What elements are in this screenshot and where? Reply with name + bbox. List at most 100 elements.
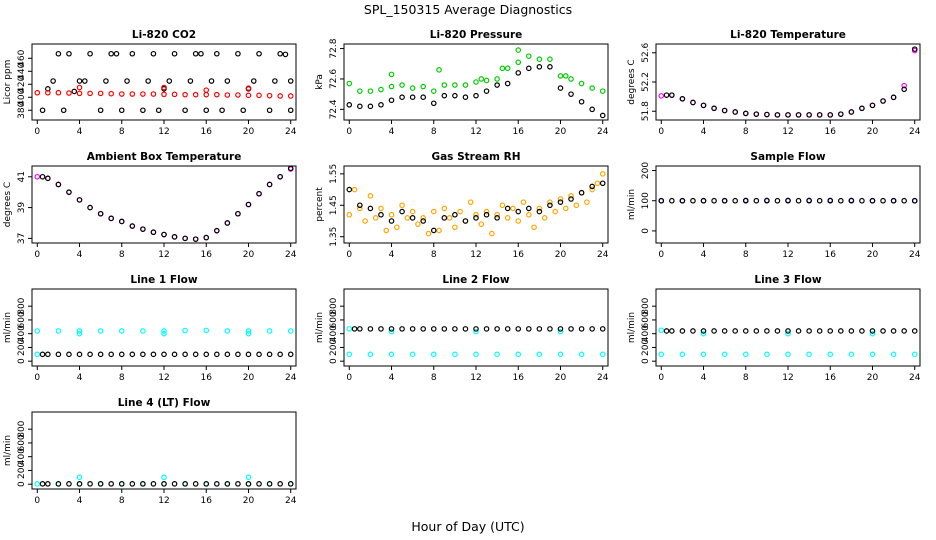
data-point-2: [214, 351, 220, 358]
data-point-1: [113, 50, 120, 57]
data-point-1: [367, 193, 374, 199]
data-point-1: [785, 330, 791, 337]
data-point-1: [214, 50, 220, 57]
data-point-2: [795, 197, 802, 204]
data-point-1: [357, 88, 363, 94]
x-tick-label: 8: [743, 250, 749, 260]
data-point-1: [388, 71, 395, 78]
data-point-2: [764, 197, 770, 204]
data-point-1: [266, 107, 273, 114]
data-point-1: [525, 211, 532, 218]
data-point-2: [245, 201, 252, 208]
data-point-1: [39, 107, 46, 114]
data-points: [658, 46, 918, 118]
data-point-2: [357, 202, 363, 209]
data-point-1: [531, 224, 537, 231]
data-point-1: [584, 199, 590, 205]
data-point-1: [409, 351, 416, 358]
data-point-1: [346, 351, 353, 358]
data-point-1: [171, 50, 178, 57]
data-point-2: [837, 328, 844, 334]
data-point-2: [462, 94, 469, 101]
data-point-2: [721, 107, 728, 114]
y-tick-label: 800: [641, 297, 651, 314]
data-point-2: [214, 91, 220, 98]
data-point-2: [890, 328, 897, 334]
y-tick-label: 200: [641, 339, 651, 356]
data-point-1: [890, 351, 897, 358]
plot-frame: [31, 43, 297, 121]
data-point-1: [277, 50, 283, 57]
data-point-1: [155, 107, 162, 114]
x-tick-label: 4: [77, 250, 83, 260]
y-tick-label: 800: [329, 297, 339, 314]
data-point-2: [557, 326, 564, 332]
data-point-2: [785, 328, 791, 334]
data-point-2: [890, 197, 897, 204]
x-tick-label: 16: [513, 373, 525, 383]
y-tick-label: 37: [17, 233, 27, 244]
data-point-1: [161, 474, 167, 481]
x-tick-label: 0: [658, 250, 664, 260]
data-point-2: [45, 89, 51, 96]
x-tick-label: 16: [201, 250, 213, 260]
data-point-2: [277, 173, 283, 180]
data-point-2: [235, 92, 241, 98]
data-point-2: [837, 111, 844, 117]
data-point-2: [911, 46, 918, 52]
data-point-2: [97, 481, 104, 487]
data-point-2: [764, 111, 770, 118]
data-point-1: [679, 351, 686, 358]
data-point-2: [97, 351, 104, 358]
panel-2: Li-820 Pressure kPa 72.4 72.6 72.8 0 4 8 12 16 20 2…: [315, 29, 609, 137]
data-point-2: [494, 82, 500, 88]
data-point-1: [425, 230, 432, 237]
data-point-1: [55, 50, 62, 57]
data-point-2: [420, 218, 427, 224]
x-tick-label: 12: [158, 373, 169, 383]
x-tick-label: 8: [119, 250, 125, 260]
data-point-1: [911, 351, 918, 358]
data-point-1: [848, 351, 855, 358]
y-tick-label: 600: [17, 311, 27, 328]
data-point-2: [869, 197, 876, 204]
data-point-2: [245, 85, 252, 91]
data-point-2: [911, 197, 918, 204]
data-point-1: [901, 82, 907, 89]
data-point-1: [430, 208, 437, 215]
x-tick-label: 16: [201, 373, 213, 383]
panel-title: Line 1 Flow: [130, 274, 197, 286]
y-axis-label: degrees C: [627, 59, 637, 104]
data-point-2: [869, 328, 876, 334]
x-tick-label: 4: [77, 496, 83, 506]
x-tick-label: 20: [243, 250, 255, 260]
data-point-2: [732, 197, 739, 204]
data-point-1: [520, 199, 527, 205]
plot-frame: [655, 43, 921, 121]
data-point-1: [192, 50, 199, 57]
data-point-2: [795, 112, 802, 118]
data-point-2: [721, 197, 728, 204]
data-point-2: [182, 235, 188, 242]
data-point-1: [404, 215, 411, 221]
data-point-2: [87, 481, 93, 487]
x-tick-label: 12: [782, 250, 793, 260]
plot-frame: [343, 288, 609, 367]
data-point-1: [388, 211, 395, 218]
data-point-2: [599, 112, 606, 119]
data-point-2: [171, 234, 178, 240]
data-point-1: [103, 78, 109, 84]
data-point-2: [732, 328, 739, 334]
y-tick-label: 800: [17, 420, 27, 437]
y-tick-label: 0: [17, 358, 27, 364]
data-point-2: [55, 181, 62, 188]
data-point-1: [494, 351, 500, 358]
data-point-1: [346, 211, 353, 218]
x-tick-label: 12: [782, 373, 793, 383]
x-tick-label: 0: [34, 127, 40, 137]
data-point-2: [277, 93, 283, 99]
data-point-1: [203, 107, 210, 114]
data-point-2: [679, 328, 686, 334]
data-point-1: [140, 328, 146, 334]
